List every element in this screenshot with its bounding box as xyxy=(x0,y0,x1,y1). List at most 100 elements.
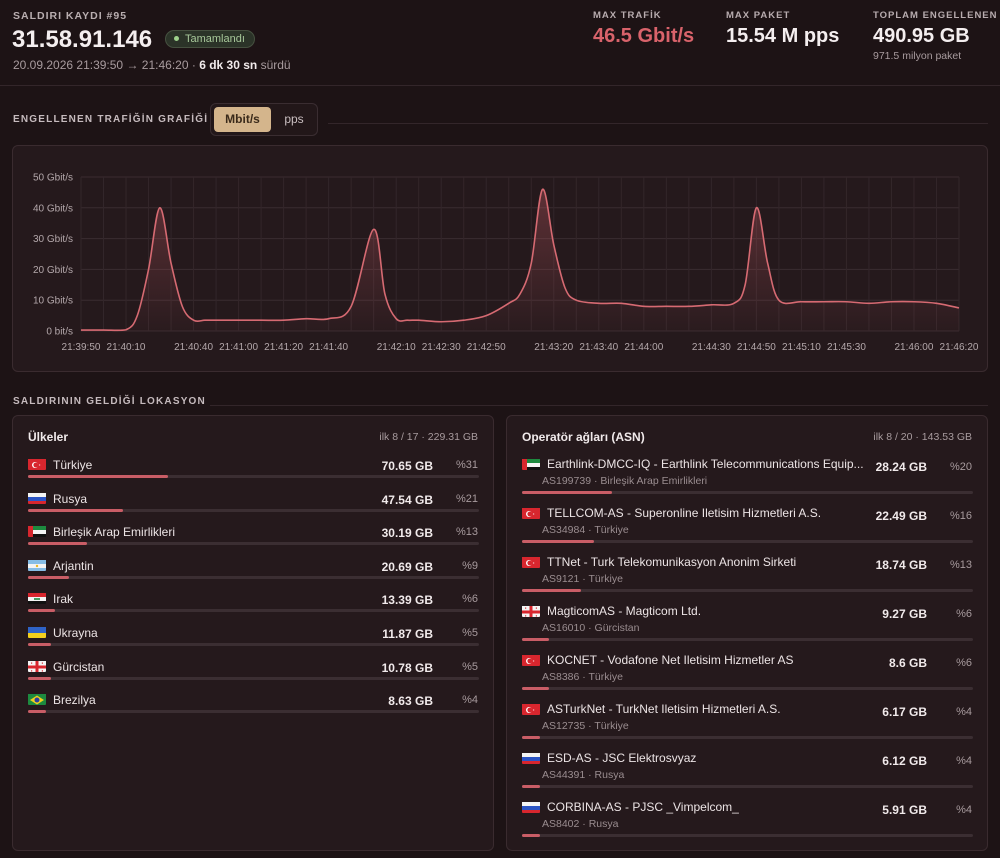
asn-share-fill xyxy=(522,589,581,592)
country-value: 10.78 GB xyxy=(381,660,433,675)
asn-row[interactable]: CORBINA-AS - PJSC _Vimpelcom_ AS8402 · Ru… xyxy=(507,800,987,844)
traffic-chart-panel: 0 bit/s 10 Gbit/s 20 Gbit/s 30 Gbit/s 40 Gbi… xyxy=(12,145,988,372)
asn-meta: ilk 8 / 20 · 143.53 GB xyxy=(873,431,972,443)
attack-id: SALDIRI KAYDI #95 xyxy=(13,10,128,22)
asn-value: 6.12 GB xyxy=(882,754,927,768)
country-name: Brezilya xyxy=(53,693,96,708)
country-share-bar xyxy=(28,710,479,714)
flag-tr-icon xyxy=(522,507,540,519)
x-tick-label: 21:40:40 xyxy=(174,342,213,353)
flag-tr-icon xyxy=(28,458,46,470)
asn-share-fill xyxy=(522,638,550,641)
asn-row[interactable]: ASTurkNet - TurkNet Iletisim Hizmetleri … xyxy=(507,702,987,746)
country-row[interactable]: Rusya 47.54 GB %21 xyxy=(13,492,493,522)
countries-title: Ülkeler xyxy=(28,430,69,444)
country-percent: %5 xyxy=(462,660,478,673)
country-row[interactable]: Irak 13.39 GB %6 xyxy=(13,592,493,622)
asn-value: 8.6 GB xyxy=(888,656,927,670)
country-share-fill xyxy=(28,609,56,613)
toggle-mbits[interactable]: Mbit/s xyxy=(214,107,271,132)
traffic-chart: 0 bit/s 10 Gbit/s 20 Gbit/s 30 Gbit/s 40 Gbi… xyxy=(33,173,979,354)
x-tick-label: 21:42:10 xyxy=(377,342,416,353)
country-percent: %6 xyxy=(462,593,478,606)
country-row[interactable]: Birleşik Arap Emirlikleri 30.19 GB %13 xyxy=(13,525,493,555)
country-row[interactable]: Arjantin 20.69 GB %9 xyxy=(13,559,493,589)
x-tick-label: 21:44:30 xyxy=(692,342,731,353)
asn-percent: %4 xyxy=(956,755,972,767)
asn-row[interactable]: TTNet - Turk Telekomunikasyon Anonim Sir… xyxy=(507,555,987,599)
country-value: 30.19 GB xyxy=(381,526,433,541)
asn-number-country: AS199739 · Birleşik Arap Emirlikleri xyxy=(542,475,708,487)
country-share-fill xyxy=(28,643,51,646)
asn-percent: %16 xyxy=(949,510,972,522)
country-share-bar xyxy=(28,508,479,512)
asn-percent: %4 xyxy=(956,706,972,718)
country-percent: %21 xyxy=(455,492,478,505)
x-tick-label: 21:43:20 xyxy=(534,342,573,353)
flag-ua-icon xyxy=(28,626,46,638)
asn-share-bar xyxy=(522,736,973,739)
asn-share-bar xyxy=(522,540,973,543)
asn-row[interactable]: Earthlink-DMCC-IQ - Earthlink Telecommun… xyxy=(507,457,987,501)
x-tick-label: 21:45:10 xyxy=(782,342,821,353)
asn-percent: %6 xyxy=(956,608,972,620)
flag-tr-icon xyxy=(522,703,540,715)
x-tick-label: 21:44:50 xyxy=(737,342,776,353)
country-value: 11.87 GB xyxy=(382,627,433,641)
asn-value: 18.74 GB xyxy=(875,558,927,572)
asn-percent: %4 xyxy=(956,804,972,816)
duration-suffix: sürdü xyxy=(260,58,291,72)
toggle-pps[interactable]: pps xyxy=(284,112,304,126)
traffic-line xyxy=(80,188,960,332)
asn-number-country: AS34984 · Türkiye xyxy=(542,524,629,536)
country-share-fill xyxy=(28,475,168,478)
country-row[interactable]: Brezilya 8.63 GB %4 xyxy=(13,693,493,723)
x-tick-label: 21:41:00 xyxy=(219,342,258,353)
x-tick-label: 21:41:20 xyxy=(264,342,303,353)
asn-row[interactable]: KOCNET - Vodafone Net Iletisim Hizmetler… xyxy=(507,653,987,697)
countries-meta: ilk 8 / 17 · 229.31 GB xyxy=(379,431,478,443)
asn-value: 28.24 GB xyxy=(875,460,927,474)
separator: · xyxy=(191,58,196,72)
country-value: 8.63 GB xyxy=(388,694,433,709)
status-dot-icon xyxy=(174,35,179,41)
asn-row[interactable]: TELLCOM-AS - Superonline Iletisim Hizmet… xyxy=(507,506,987,550)
asn-number-country: AS12735 · Türkiye xyxy=(542,720,629,732)
unit-toggle: Mbit/s pps xyxy=(210,103,318,136)
asn-row[interactable]: ESD-AS - JSC Elektrosvyaz AS44391 · Rusya… xyxy=(507,751,987,795)
x-tick-label: 21:45:30 xyxy=(827,342,866,353)
x-tick-label: 21:41:40 xyxy=(309,342,348,353)
location-section-title: SALDIRININ GELDİĞİ LOKASYON xyxy=(13,396,206,407)
asn-share-bar xyxy=(522,638,973,641)
max-traffic-value: 46.5 Gbit/s xyxy=(593,25,695,47)
max-traffic-label: MAX TRAFİK xyxy=(593,10,662,21)
asn-value: 9.27 GB xyxy=(882,607,927,621)
x-tick-label: 21:46:00 xyxy=(895,342,934,353)
arrow-icon: → xyxy=(126,58,139,72)
country-share-bar xyxy=(28,475,479,478)
country-share-fill xyxy=(28,542,87,546)
country-share-fill xyxy=(28,676,51,680)
graph-section-divider xyxy=(328,123,988,124)
flag-ge-icon xyxy=(522,605,540,617)
country-row[interactable]: Gürcistan 10.78 GB %5 xyxy=(13,660,493,690)
y-tick-label: 20 Gbit/s xyxy=(33,265,73,276)
x-tick-label: 21:42:30 xyxy=(422,342,461,353)
y-tick-label: 30 Gbit/s xyxy=(33,234,73,245)
asn-title: Operatör ağları (ASN) xyxy=(522,430,645,444)
country-row[interactable]: Ukrayna 11.87 GB %5 xyxy=(13,626,493,656)
flag-ru-icon xyxy=(522,801,540,813)
flag-ru-icon xyxy=(28,492,46,504)
country-row[interactable]: Türkiye 70.65 GB %31 xyxy=(13,458,493,488)
country-percent: %13 xyxy=(455,526,478,539)
country-share-bar xyxy=(28,542,479,546)
flag-ae-icon xyxy=(522,458,540,470)
max-packet-value: 15.54 M pps xyxy=(726,25,840,47)
asn-row[interactable]: MagticomAS - Magticom Ltd. AS16010 · Gürc… xyxy=(507,604,987,648)
duration: 6 dk 30 sn xyxy=(199,58,258,72)
time-end: 21:46:20 xyxy=(141,58,189,72)
x-tick-label: 21:42:50 xyxy=(467,342,506,353)
country-share-fill xyxy=(28,710,47,714)
country-value: 20.69 GB xyxy=(381,559,433,574)
y-tick-label: 50 Gbit/s xyxy=(33,173,73,184)
